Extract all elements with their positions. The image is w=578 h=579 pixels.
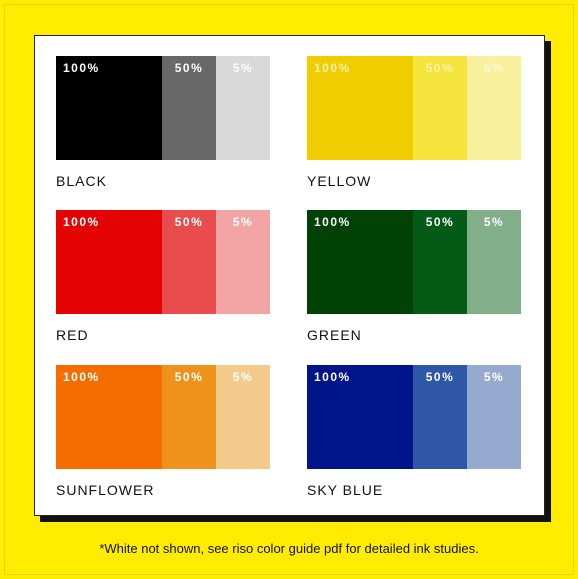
color-guide-card: 100% 50% 5% BLACK 100% 50% 5% YELLOW 100… bbox=[34, 35, 545, 516]
percent-label: 100% bbox=[63, 215, 100, 229]
swatch-row: 100% 50% 5% bbox=[307, 210, 525, 314]
swatch-row: 100% 50% 5% bbox=[56, 210, 274, 314]
swatch-50: 50% bbox=[162, 365, 216, 469]
percent-label: 5% bbox=[483, 61, 505, 75]
percent-label: 100% bbox=[63, 370, 100, 384]
percent-label: 5% bbox=[232, 215, 254, 229]
swatch-50: 50% bbox=[413, 56, 467, 160]
percent-label: 5% bbox=[232, 370, 254, 384]
ink-name: SUNFLOWER bbox=[56, 482, 155, 498]
ink-group-yellow: 100% 50% 5% YELLOW bbox=[307, 56, 525, 189]
swatch-100: 100% bbox=[307, 365, 413, 469]
percent-label: 5% bbox=[232, 61, 254, 75]
percent-label: 50% bbox=[174, 61, 204, 75]
swatch-5: 5% bbox=[216, 56, 270, 160]
swatch-50: 50% bbox=[162, 56, 216, 160]
ink-group-green: 100% 50% 5% GREEN bbox=[307, 210, 525, 343]
ink-name: SKY BLUE bbox=[307, 482, 384, 498]
ink-name: RED bbox=[56, 327, 89, 343]
swatch-100: 100% bbox=[307, 210, 413, 314]
ink-group-sky-blue: 100% 50% 5% SKY BLUE bbox=[307, 365, 525, 498]
percent-label: 100% bbox=[63, 61, 100, 75]
percent-label: 50% bbox=[174, 215, 204, 229]
swatch-100: 100% bbox=[56, 210, 162, 314]
ink-name: GREEN bbox=[307, 327, 362, 343]
percent-label: 100% bbox=[314, 215, 351, 229]
swatch-5: 5% bbox=[216, 365, 270, 469]
percent-label: 50% bbox=[174, 370, 204, 384]
percent-label: 100% bbox=[314, 61, 351, 75]
swatch-50: 50% bbox=[162, 210, 216, 314]
swatch-5: 5% bbox=[216, 210, 270, 314]
percent-label: 5% bbox=[483, 370, 505, 384]
swatch-100: 100% bbox=[56, 56, 162, 160]
percent-label: 5% bbox=[483, 215, 505, 229]
swatch-row: 100% 50% 5% bbox=[307, 56, 525, 160]
ink-group-red: 100% 50% 5% RED bbox=[56, 210, 274, 343]
percent-label: 50% bbox=[425, 61, 455, 75]
swatch-row: 100% 50% 5% bbox=[307, 365, 525, 469]
percent-label: 50% bbox=[425, 215, 455, 229]
ink-name: YELLOW bbox=[307, 173, 372, 189]
swatch-5: 5% bbox=[467, 365, 521, 469]
swatch-100: 100% bbox=[307, 56, 413, 160]
swatch-50: 50% bbox=[413, 210, 467, 314]
swatch-row: 100% 50% 5% bbox=[56, 365, 274, 469]
swatch-50: 50% bbox=[413, 365, 467, 469]
ink-group-sunflower: 100% 50% 5% SUNFLOWER bbox=[56, 365, 274, 498]
ink-group-black: 100% 50% 5% BLACK bbox=[56, 56, 274, 189]
swatch-5: 5% bbox=[467, 210, 521, 314]
ink-name: BLACK bbox=[56, 173, 107, 189]
swatch-100: 100% bbox=[56, 365, 162, 469]
percent-label: 50% bbox=[425, 370, 455, 384]
swatch-5: 5% bbox=[467, 56, 521, 160]
percent-label: 100% bbox=[314, 370, 351, 384]
swatch-row: 100% 50% 5% bbox=[56, 56, 274, 160]
footnote: *White not shown, see riso color guide p… bbox=[99, 541, 479, 556]
